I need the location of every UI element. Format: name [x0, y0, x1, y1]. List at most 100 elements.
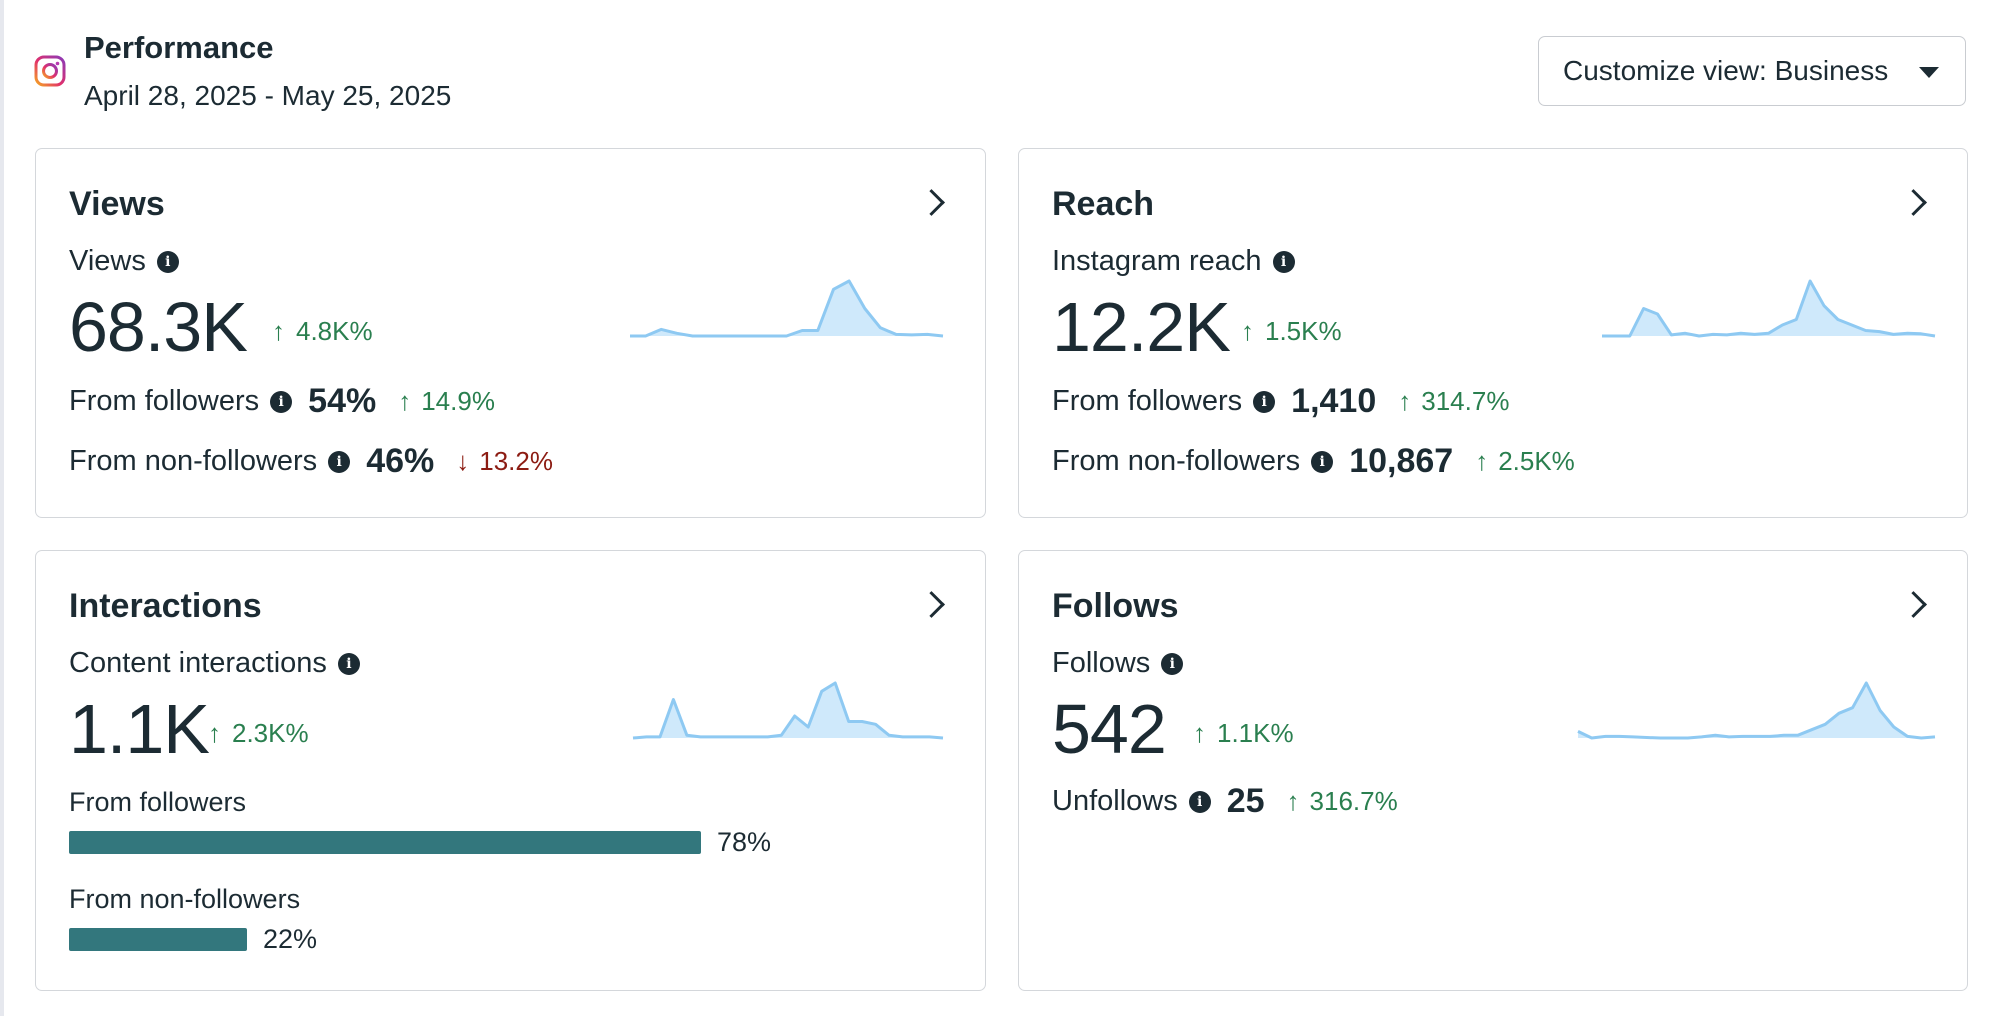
info-icon[interactable]: i — [337, 652, 360, 675]
sparkline-line — [1602, 279, 1936, 338]
card-title: Views — [69, 185, 165, 223]
metric-label: Views i — [69, 245, 179, 278]
chevron-right-icon[interactable] — [918, 189, 945, 216]
metric-label-text: Instagram reach — [1052, 245, 1262, 277]
info-icon[interactable]: i — [1311, 450, 1334, 473]
info-icon[interactable]: i — [1253, 390, 1276, 413]
non-followers-share-pct: 22% — [263, 924, 318, 954]
metric-value: 542 — [1052, 690, 1167, 768]
row-label: From followers — [69, 385, 260, 417]
sparkline-area — [1602, 281, 1935, 336]
instagram-icon — [34, 55, 66, 87]
row-label: From non-followers — [1052, 445, 1301, 477]
row-label: From followers — [1052, 385, 1243, 417]
metric-change: ↑ 4.8K% — [272, 316, 373, 347]
metric-value: 1.1K — [69, 690, 210, 768]
info-icon[interactable]: i — [328, 450, 351, 473]
card-title: Interactions — [69, 587, 262, 625]
sparkline-line — [630, 279, 944, 338]
row-change: ↑ 316.7% — [1287, 786, 1398, 817]
arrow-up-icon: ↑ — [1475, 446, 1489, 476]
card-title: Follows — [1052, 587, 1179, 625]
metric-value: 12.2K — [1052, 288, 1231, 366]
metric-label: Follows i — [1052, 647, 1184, 680]
metric-change: ↑ 1.5K% — [1241, 316, 1342, 347]
followers-share-bar — [69, 831, 701, 854]
metric-value: 68.3K — [69, 288, 248, 366]
row-change-text: 13.2% — [479, 446, 553, 476]
reach-sparkline — [1602, 279, 1936, 338]
card-title: Reach — [1052, 185, 1155, 223]
row-label: Unfollows — [1052, 785, 1178, 817]
info-icon[interactable]: i — [1272, 250, 1295, 273]
page-title: Performance — [84, 30, 274, 65]
from-non-followers-row: From non-followers i 10,867 ↑ 2.5K% — [1052, 442, 1575, 481]
row-value: 25 — [1226, 782, 1265, 820]
row-change: ↑ 14.9% — [398, 386, 495, 417]
from-followers-row: From followers i 1,410 ↑ 314.7% — [1052, 382, 1509, 421]
chevron-right-icon[interactable] — [918, 591, 945, 618]
arrow-up-icon: ↑ — [208, 718, 221, 748]
views-sparkline — [630, 279, 944, 338]
info-icon[interactable]: i — [1161, 652, 1184, 675]
metric-label-text: Views — [69, 245, 146, 277]
metric-label-text: Content interactions — [69, 647, 327, 679]
row-value: 54% — [308, 382, 377, 420]
arrow-up-icon: ↑ — [1398, 386, 1412, 416]
caret-down-icon — [1919, 67, 1939, 78]
metric-change-text: 1.5K% — [1265, 316, 1342, 346]
from-non-followers-label: From non-followers — [69, 884, 301, 914]
follows-sparkline — [1577, 681, 1936, 740]
interactions-card: Interactions Content interactions i 1.1K… — [35, 550, 986, 991]
sparkline-area — [633, 683, 943, 738]
customize-view-dropdown[interactable]: Customize view: Business — [1538, 36, 1966, 106]
interactions-sparkline — [632, 681, 944, 740]
row-value: 46% — [366, 442, 435, 480]
metric-change: ↑ 2.3K% — [208, 718, 309, 749]
unfollows-row: Unfollows i 25 ↑ 316.7% — [1052, 782, 1398, 821]
left-divider — [0, 0, 4, 1016]
arrow-up-icon: ↑ — [1286, 786, 1300, 816]
row-change-text: 2.5K% — [1498, 446, 1575, 476]
metric-change-text: 4.8K% — [296, 316, 373, 346]
from-followers-label: From followers — [69, 787, 247, 817]
sparkline-line — [1577, 681, 1936, 740]
row-value: 10,867 — [1349, 442, 1454, 480]
date-range: April 28, 2025 - May 25, 2025 — [84, 80, 452, 111]
info-icon[interactable]: i — [1188, 790, 1211, 813]
arrow-up-icon: ↑ — [398, 386, 412, 416]
followers-share-pct: 78% — [717, 827, 772, 857]
from-non-followers-row: From non-followers i 46% ↓ 13.2% — [69, 442, 553, 481]
metric-label-text: Follows — [1052, 647, 1151, 679]
follows-card: Follows Follows i 542 ↑ 1.1K% Unfollows … — [1018, 550, 1968, 991]
sparkline-line — [632, 681, 944, 740]
row-change: ↓ 13.2% — [456, 446, 553, 477]
metric-change-text: 1.1K% — [1217, 718, 1294, 748]
arrow-up-icon: ↑ — [1193, 718, 1206, 748]
arrow-up-icon: ↑ — [272, 316, 285, 346]
row-change-text: 14.9% — [421, 386, 495, 416]
metric-change-text: 2.3K% — [232, 718, 309, 748]
chevron-right-icon[interactable] — [1900, 591, 1927, 618]
row-change: ↑ 2.5K% — [1475, 446, 1575, 477]
chevron-right-icon[interactable] — [1900, 189, 1927, 216]
metric-label: Instagram reach i — [1052, 245, 1295, 278]
row-label: From non-followers — [69, 445, 318, 477]
reach-card: Reach Instagram reach i 12.2K ↑ 1.5K% Fr… — [1018, 148, 1968, 518]
metric-label: Content interactions i — [69, 647, 360, 680]
customize-view-label: Customize view: Business — [1563, 55, 1889, 86]
sparkline-area — [1578, 683, 1935, 738]
arrow-down-icon: ↓ — [456, 446, 470, 476]
info-icon[interactable]: i — [270, 390, 293, 413]
metric-change: ↑ 1.1K% — [1193, 718, 1294, 749]
views-card: Views Views i 68.3K ↑ 4.8K% From followe… — [35, 148, 986, 518]
non-followers-share-bar — [69, 928, 247, 951]
row-change-text: 314.7% — [1421, 386, 1510, 416]
info-icon[interactable]: i — [156, 250, 179, 273]
from-followers-row: From followers i 54% ↑ 14.9% — [69, 382, 495, 421]
row-change-text: 316.7% — [1309, 786, 1398, 816]
arrow-up-icon: ↑ — [1241, 316, 1254, 346]
row-value: 1,410 — [1291, 382, 1377, 420]
row-change: ↑ 314.7% — [1398, 386, 1509, 417]
